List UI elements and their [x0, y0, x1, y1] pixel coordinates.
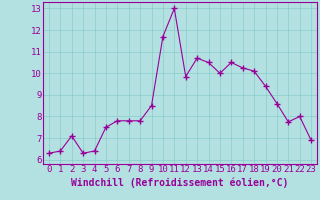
X-axis label: Windchill (Refroidissement éolien,°C): Windchill (Refroidissement éolien,°C) — [71, 177, 289, 188]
